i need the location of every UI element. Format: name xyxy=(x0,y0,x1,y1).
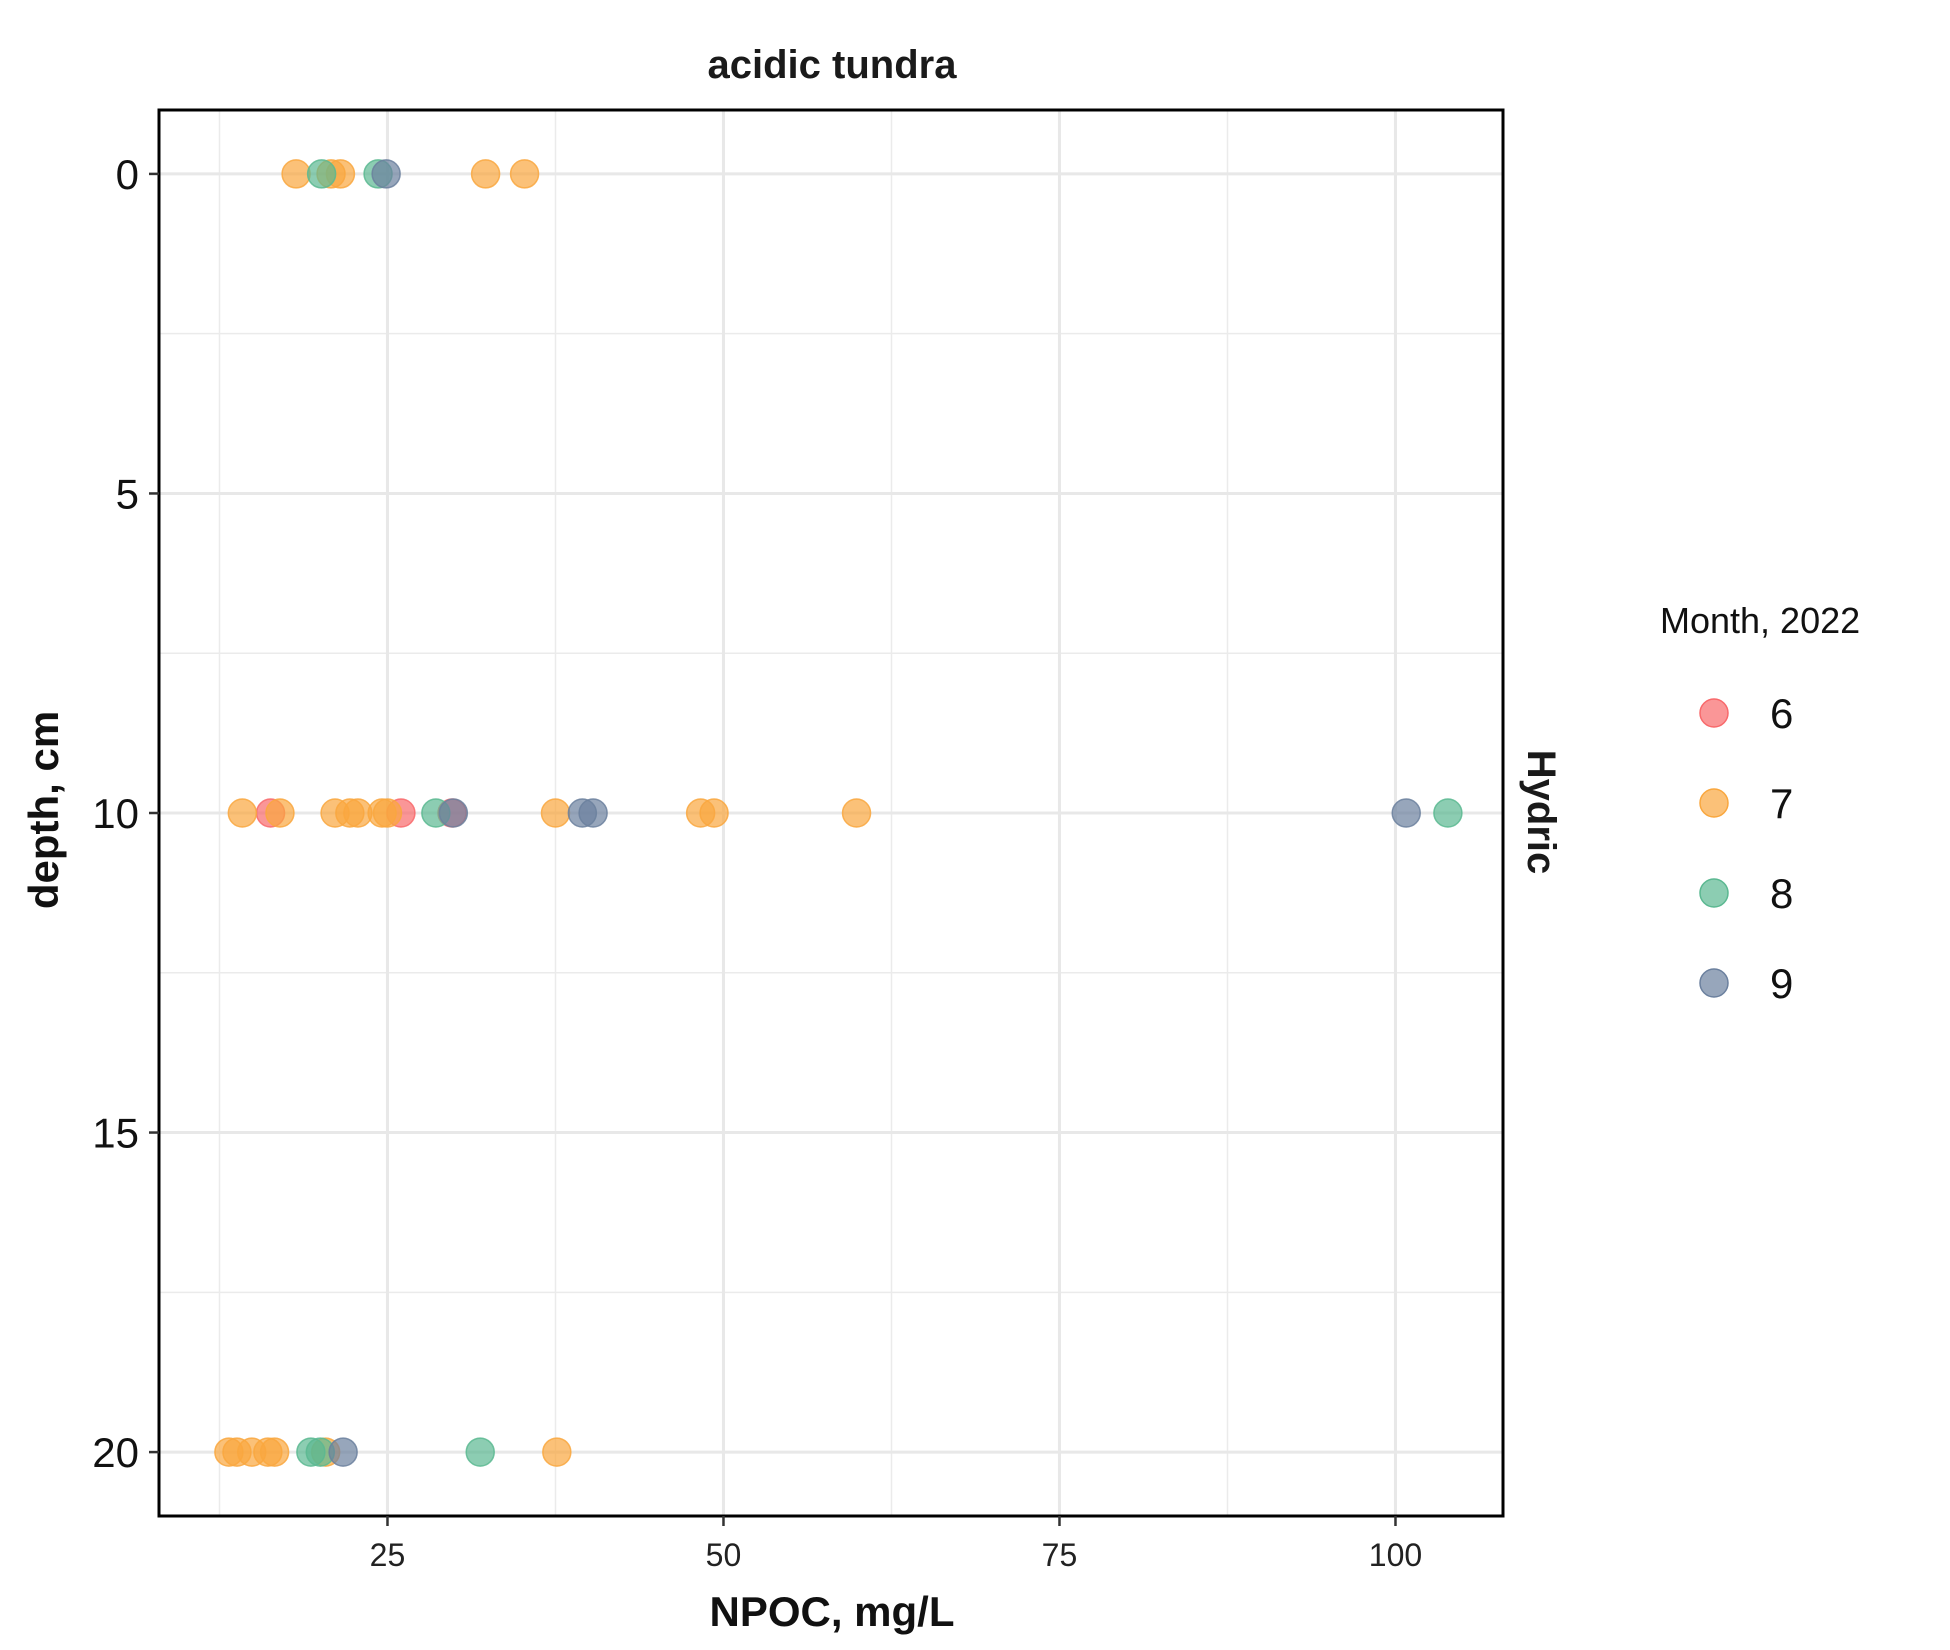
y-tick-label: 10 xyxy=(92,790,139,837)
x-tick-label: 100 xyxy=(1369,1537,1422,1573)
legend-label-8: 8 xyxy=(1770,870,1793,917)
data-point-month-7 xyxy=(470,159,501,189)
data-point-month-9 xyxy=(328,1437,358,1467)
data-point-month-7 xyxy=(540,798,571,828)
data-point-month-7 xyxy=(699,798,729,828)
grid-lines xyxy=(159,110,1503,1516)
x-tick-label: 50 xyxy=(706,1537,742,1573)
data-point-month-7 xyxy=(227,798,258,828)
legend-label-7: 7 xyxy=(1770,780,1793,827)
data-point-month-7 xyxy=(259,1437,290,1467)
legend-swatch-7 xyxy=(1699,788,1729,818)
legend-swatch-9 xyxy=(1699,968,1729,998)
data-point-month-8 xyxy=(306,159,337,189)
facet-strip-label: Hydric xyxy=(1519,750,1563,875)
x-axis-title: NPOC, mg/L xyxy=(709,1588,954,1635)
data-point-month-7 xyxy=(542,1437,572,1467)
x-axis-ticks: 25 50 75 100 xyxy=(370,1516,1422,1573)
legend-label-9: 9 xyxy=(1770,960,1793,1007)
y-axis-ticks: 0 5 10 15 20 xyxy=(92,151,159,1476)
legend-title: Month, 2022 xyxy=(1660,600,1860,641)
data-point-month-8 xyxy=(1433,798,1463,828)
x-tick-label: 75 xyxy=(1042,1537,1078,1573)
data-point-month-7 xyxy=(841,798,872,828)
y-tick-label: 15 xyxy=(92,1110,139,1157)
y-tick-label: 5 xyxy=(116,470,139,517)
data-point-month-7 xyxy=(372,798,403,828)
data-point-month-9 xyxy=(371,159,401,189)
y-tick-label: 0 xyxy=(116,151,139,198)
y-axis-title: depth, cm xyxy=(20,711,67,909)
data-point-month-7 xyxy=(265,798,295,828)
data-point-month-7 xyxy=(509,159,540,189)
legend-swatch-6 xyxy=(1699,698,1729,728)
data-points xyxy=(214,159,1463,1467)
legend-label-6: 6 xyxy=(1770,690,1793,737)
y-tick-label: 20 xyxy=(92,1429,139,1476)
data-point-month-9 xyxy=(438,798,469,828)
data-point-month-9 xyxy=(578,798,608,828)
chart-title: acidic tundra xyxy=(708,43,958,87)
data-point-month-7 xyxy=(281,159,311,189)
data-point-month-9 xyxy=(1391,798,1421,828)
data-point-month-8 xyxy=(465,1437,495,1467)
legend: Month, 2022 6 7 8 9 xyxy=(1660,600,1860,1007)
legend-swatch-8 xyxy=(1699,878,1729,908)
x-tick-label: 25 xyxy=(370,1537,406,1573)
